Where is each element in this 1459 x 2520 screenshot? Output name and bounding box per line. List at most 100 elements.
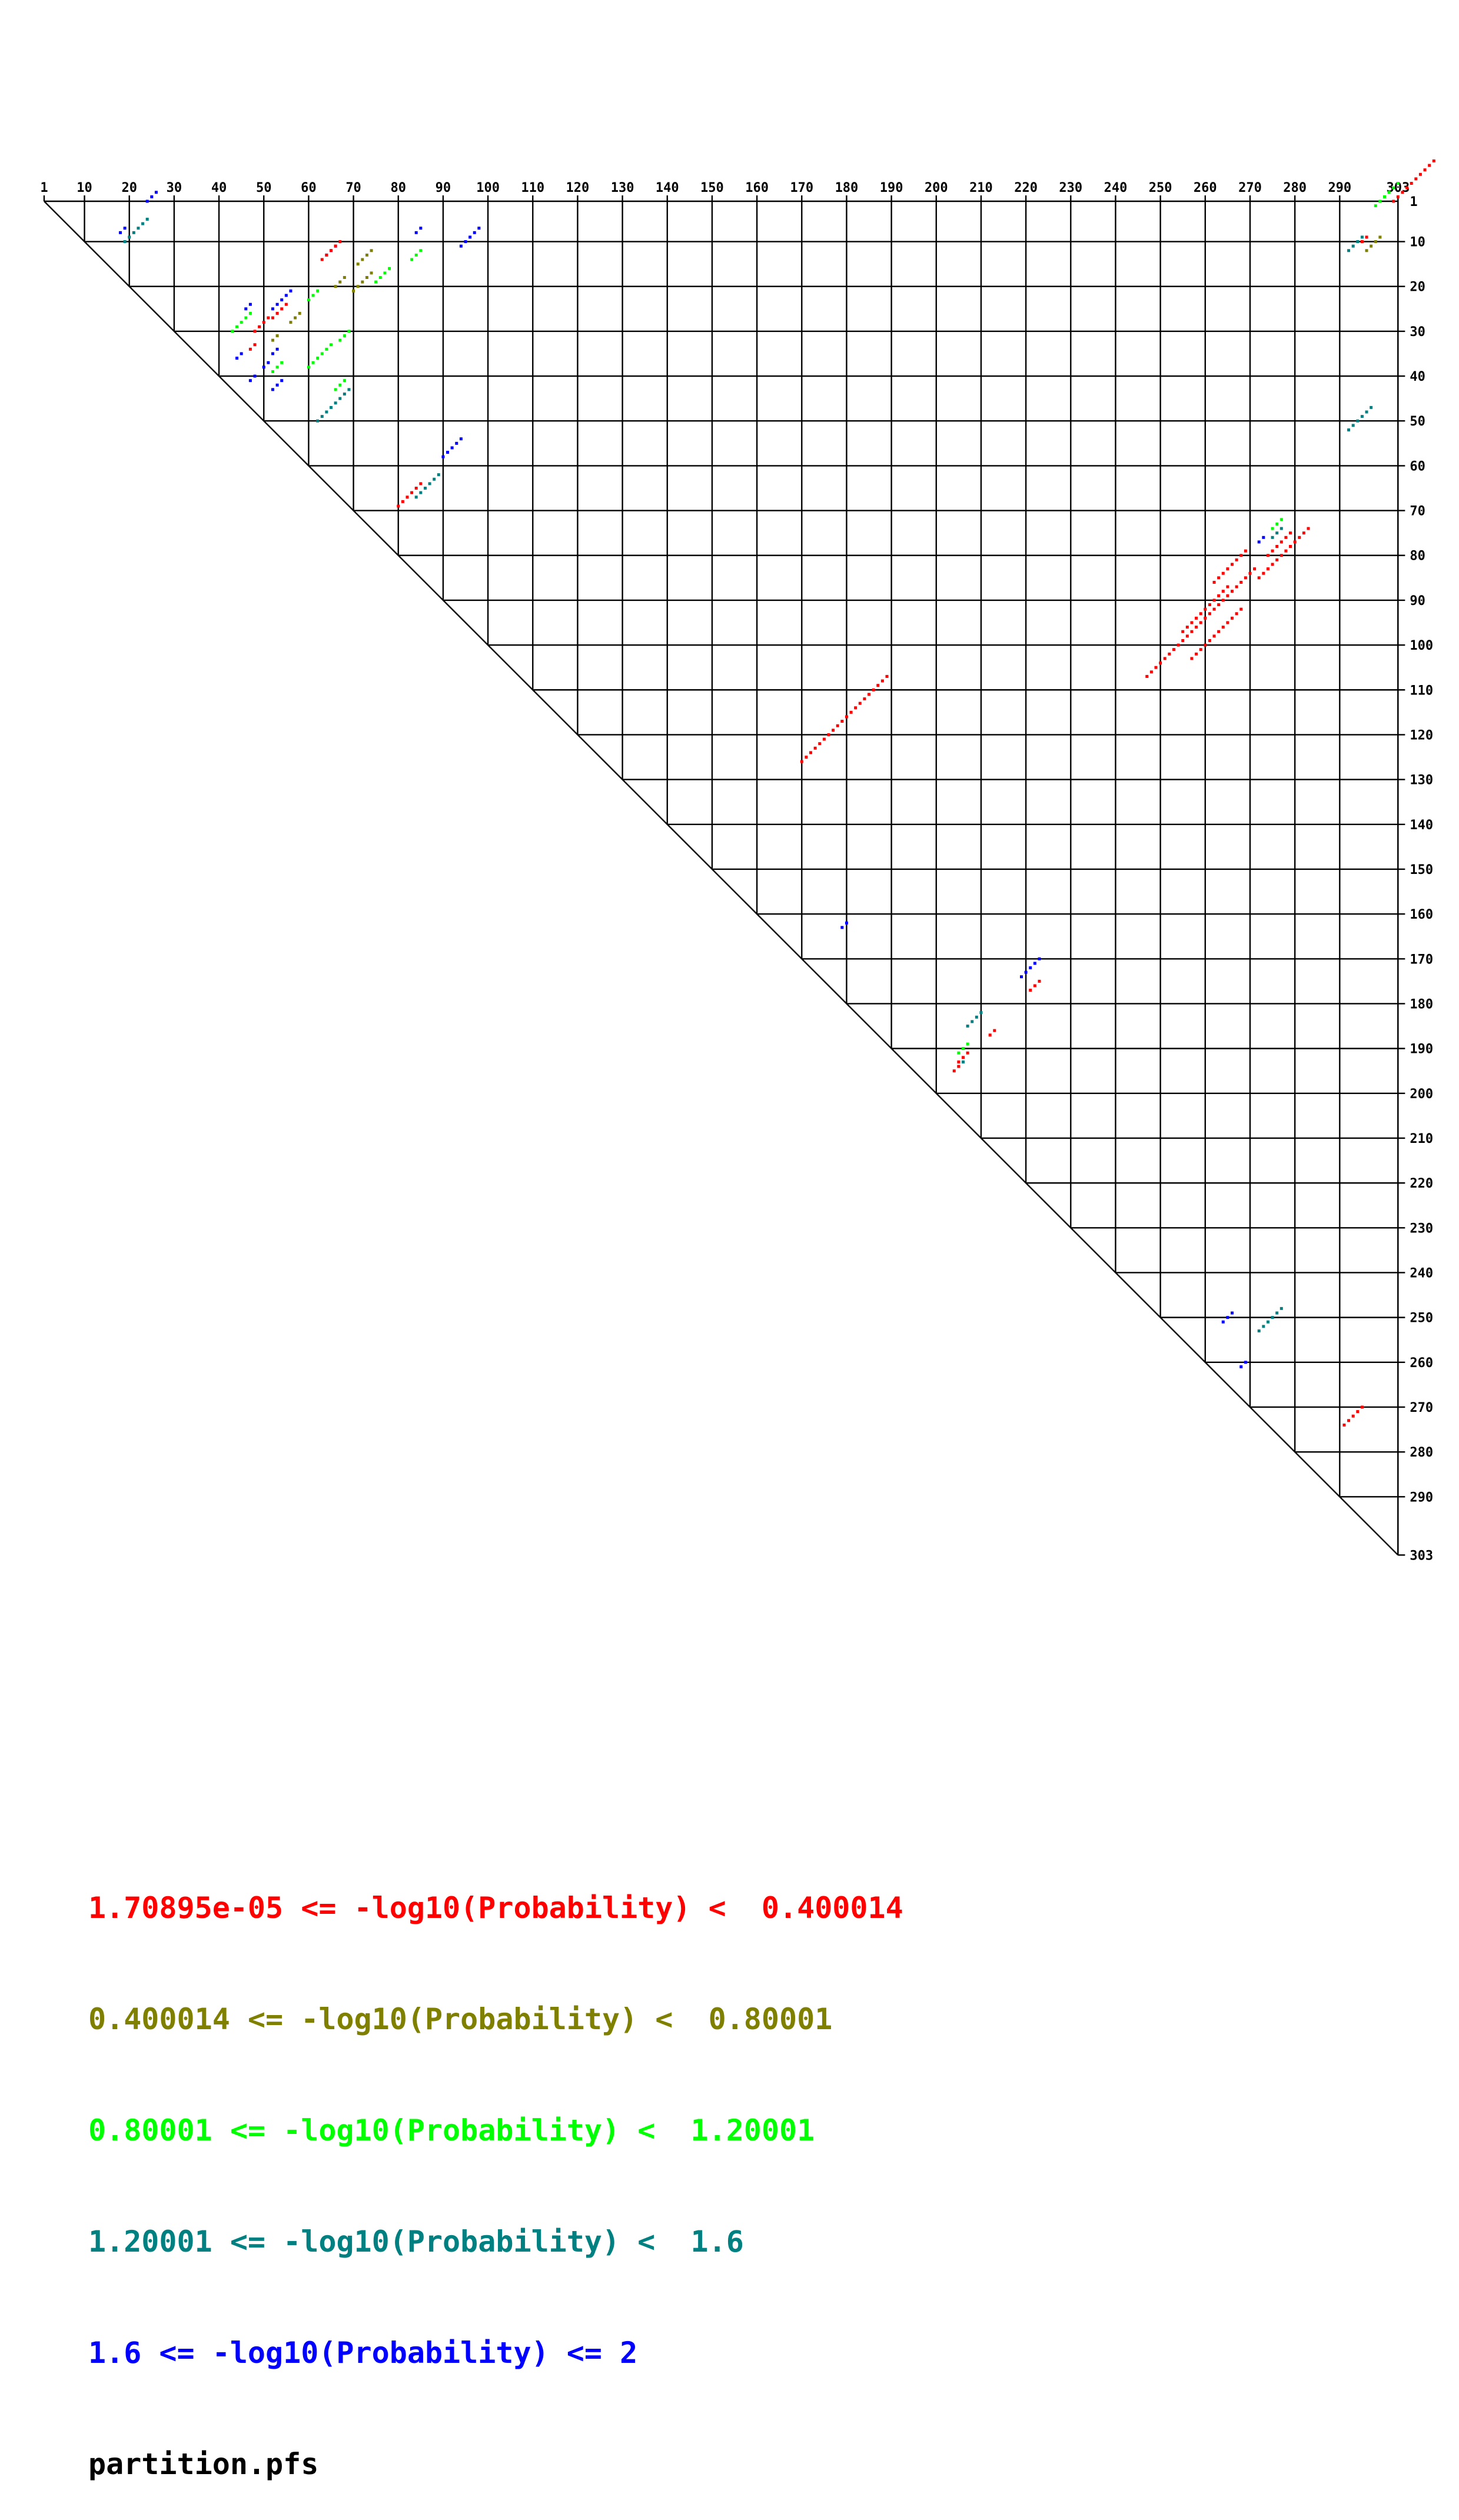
pair-dot [1410, 182, 1413, 185]
pair-dot [338, 338, 342, 342]
x-tick-label: 20 [121, 181, 137, 195]
pair-dot [450, 446, 454, 450]
y-tick-label: 220 [1410, 1176, 1433, 1191]
y-tick-label: 240 [1410, 1266, 1433, 1281]
pair-dot [1217, 630, 1221, 633]
pair-dot [343, 275, 346, 279]
pair-dot [329, 343, 333, 347]
pair-dot [1347, 1419, 1351, 1422]
pair-dot [365, 275, 368, 279]
pair-dot [1033, 984, 1036, 988]
pair-dot [1185, 626, 1189, 629]
pair-dot [325, 253, 328, 257]
pair-dot [311, 294, 315, 297]
y-tick-label: 210 [1410, 1132, 1433, 1146]
x-tick-label: 90 [436, 181, 451, 195]
pair-dot [347, 330, 351, 333]
pair-dot [1266, 554, 1269, 557]
pair-dot [325, 347, 328, 351]
pair-dot [248, 379, 252, 383]
pair-dot [1392, 200, 1395, 203]
pair-dot [1217, 603, 1221, 607]
pair-dot [966, 1042, 969, 1046]
pair-dot [1271, 1316, 1274, 1319]
pair-dot [1351, 1414, 1355, 1418]
y-tick-label: 20 [1410, 280, 1425, 295]
y-tick-label: 290 [1410, 1490, 1433, 1505]
x-tick-label: 40 [211, 181, 227, 195]
legend-entry-green: 0.80001 <= -log10(Probability) < 1.20001 [88, 2113, 815, 2147]
pair-dot [1275, 531, 1279, 535]
pair-dot [845, 921, 848, 925]
pair-dot [1190, 657, 1194, 660]
pair-dot [1185, 634, 1189, 638]
pair-dot [414, 486, 418, 490]
pair-dot [1365, 249, 1368, 252]
pair-dot [1275, 1311, 1279, 1315]
pair-dot [145, 200, 149, 203]
pair-dot [961, 1047, 965, 1050]
pair-dot [1279, 554, 1283, 557]
pair-dot [320, 415, 324, 418]
pair-dot [275, 334, 279, 338]
pair-dot [1374, 240, 1377, 244]
pair-dot [1190, 621, 1194, 624]
pair-dot [329, 405, 333, 409]
pair-dot [827, 733, 830, 736]
pair-dot [271, 316, 274, 320]
pair-dot [361, 280, 364, 284]
pair-dot [840, 926, 844, 929]
pair-dot [1212, 634, 1216, 638]
pair-dot [338, 240, 342, 244]
pair-dot [1239, 607, 1243, 611]
pair-dot [1231, 590, 1234, 593]
pair-dot [401, 500, 404, 503]
pair-dot [1038, 957, 1041, 960]
pair-dot [1212, 580, 1216, 584]
pair-dot [1168, 652, 1171, 656]
pair-dot [356, 285, 360, 288]
pair-dot [289, 321, 293, 324]
x-tick-label: 210 [969, 181, 993, 195]
pair-dot [854, 706, 858, 710]
pair-dot [1159, 661, 1162, 665]
pair-dot [1374, 204, 1377, 208]
pair-dot [343, 393, 346, 396]
pair-dot [280, 307, 284, 311]
x-tick-label: 230 [1059, 181, 1082, 195]
x-tick-label: 260 [1194, 181, 1217, 195]
x-tick-label: 70 [345, 181, 361, 195]
pair-dot [370, 249, 373, 252]
y-tick-label: 30 [1410, 325, 1425, 340]
pair-dot [1181, 639, 1185, 642]
legend-entry-red: 1.70895e-05 <= -log10(Probability) < 0.4… [88, 1891, 903, 1925]
x-tick-label: 160 [745, 181, 769, 195]
pair-dot [845, 715, 848, 719]
pair-dot [347, 388, 351, 391]
y-tick-label: 10 [1410, 235, 1425, 250]
pair-dot [1370, 405, 1373, 409]
pair-dot [316, 289, 320, 292]
pair-dot [1235, 612, 1238, 616]
x-tick-label: 80 [390, 181, 406, 195]
pair-dot [244, 307, 248, 311]
pair-dot [1262, 536, 1265, 539]
pair-dot [1212, 599, 1216, 602]
pair-dot [1289, 545, 1292, 548]
y-tick-label: 160 [1410, 907, 1433, 922]
pair-dot [858, 702, 862, 705]
pair-dot [325, 410, 328, 414]
pair-dot [365, 253, 368, 257]
x-tick-label: 60 [301, 181, 317, 195]
pair-dot [378, 275, 382, 279]
pair-dot [338, 280, 342, 284]
pair-dot [1226, 1316, 1229, 1319]
pair-dot [1235, 558, 1238, 561]
y-tick-label: 250 [1410, 1311, 1433, 1326]
pair-dot [316, 419, 320, 423]
pair-dot [952, 1069, 956, 1073]
pair-dot [1378, 200, 1382, 203]
pair-dot [275, 311, 279, 315]
pair-dot [1275, 545, 1279, 548]
pair-dot [459, 437, 463, 441]
